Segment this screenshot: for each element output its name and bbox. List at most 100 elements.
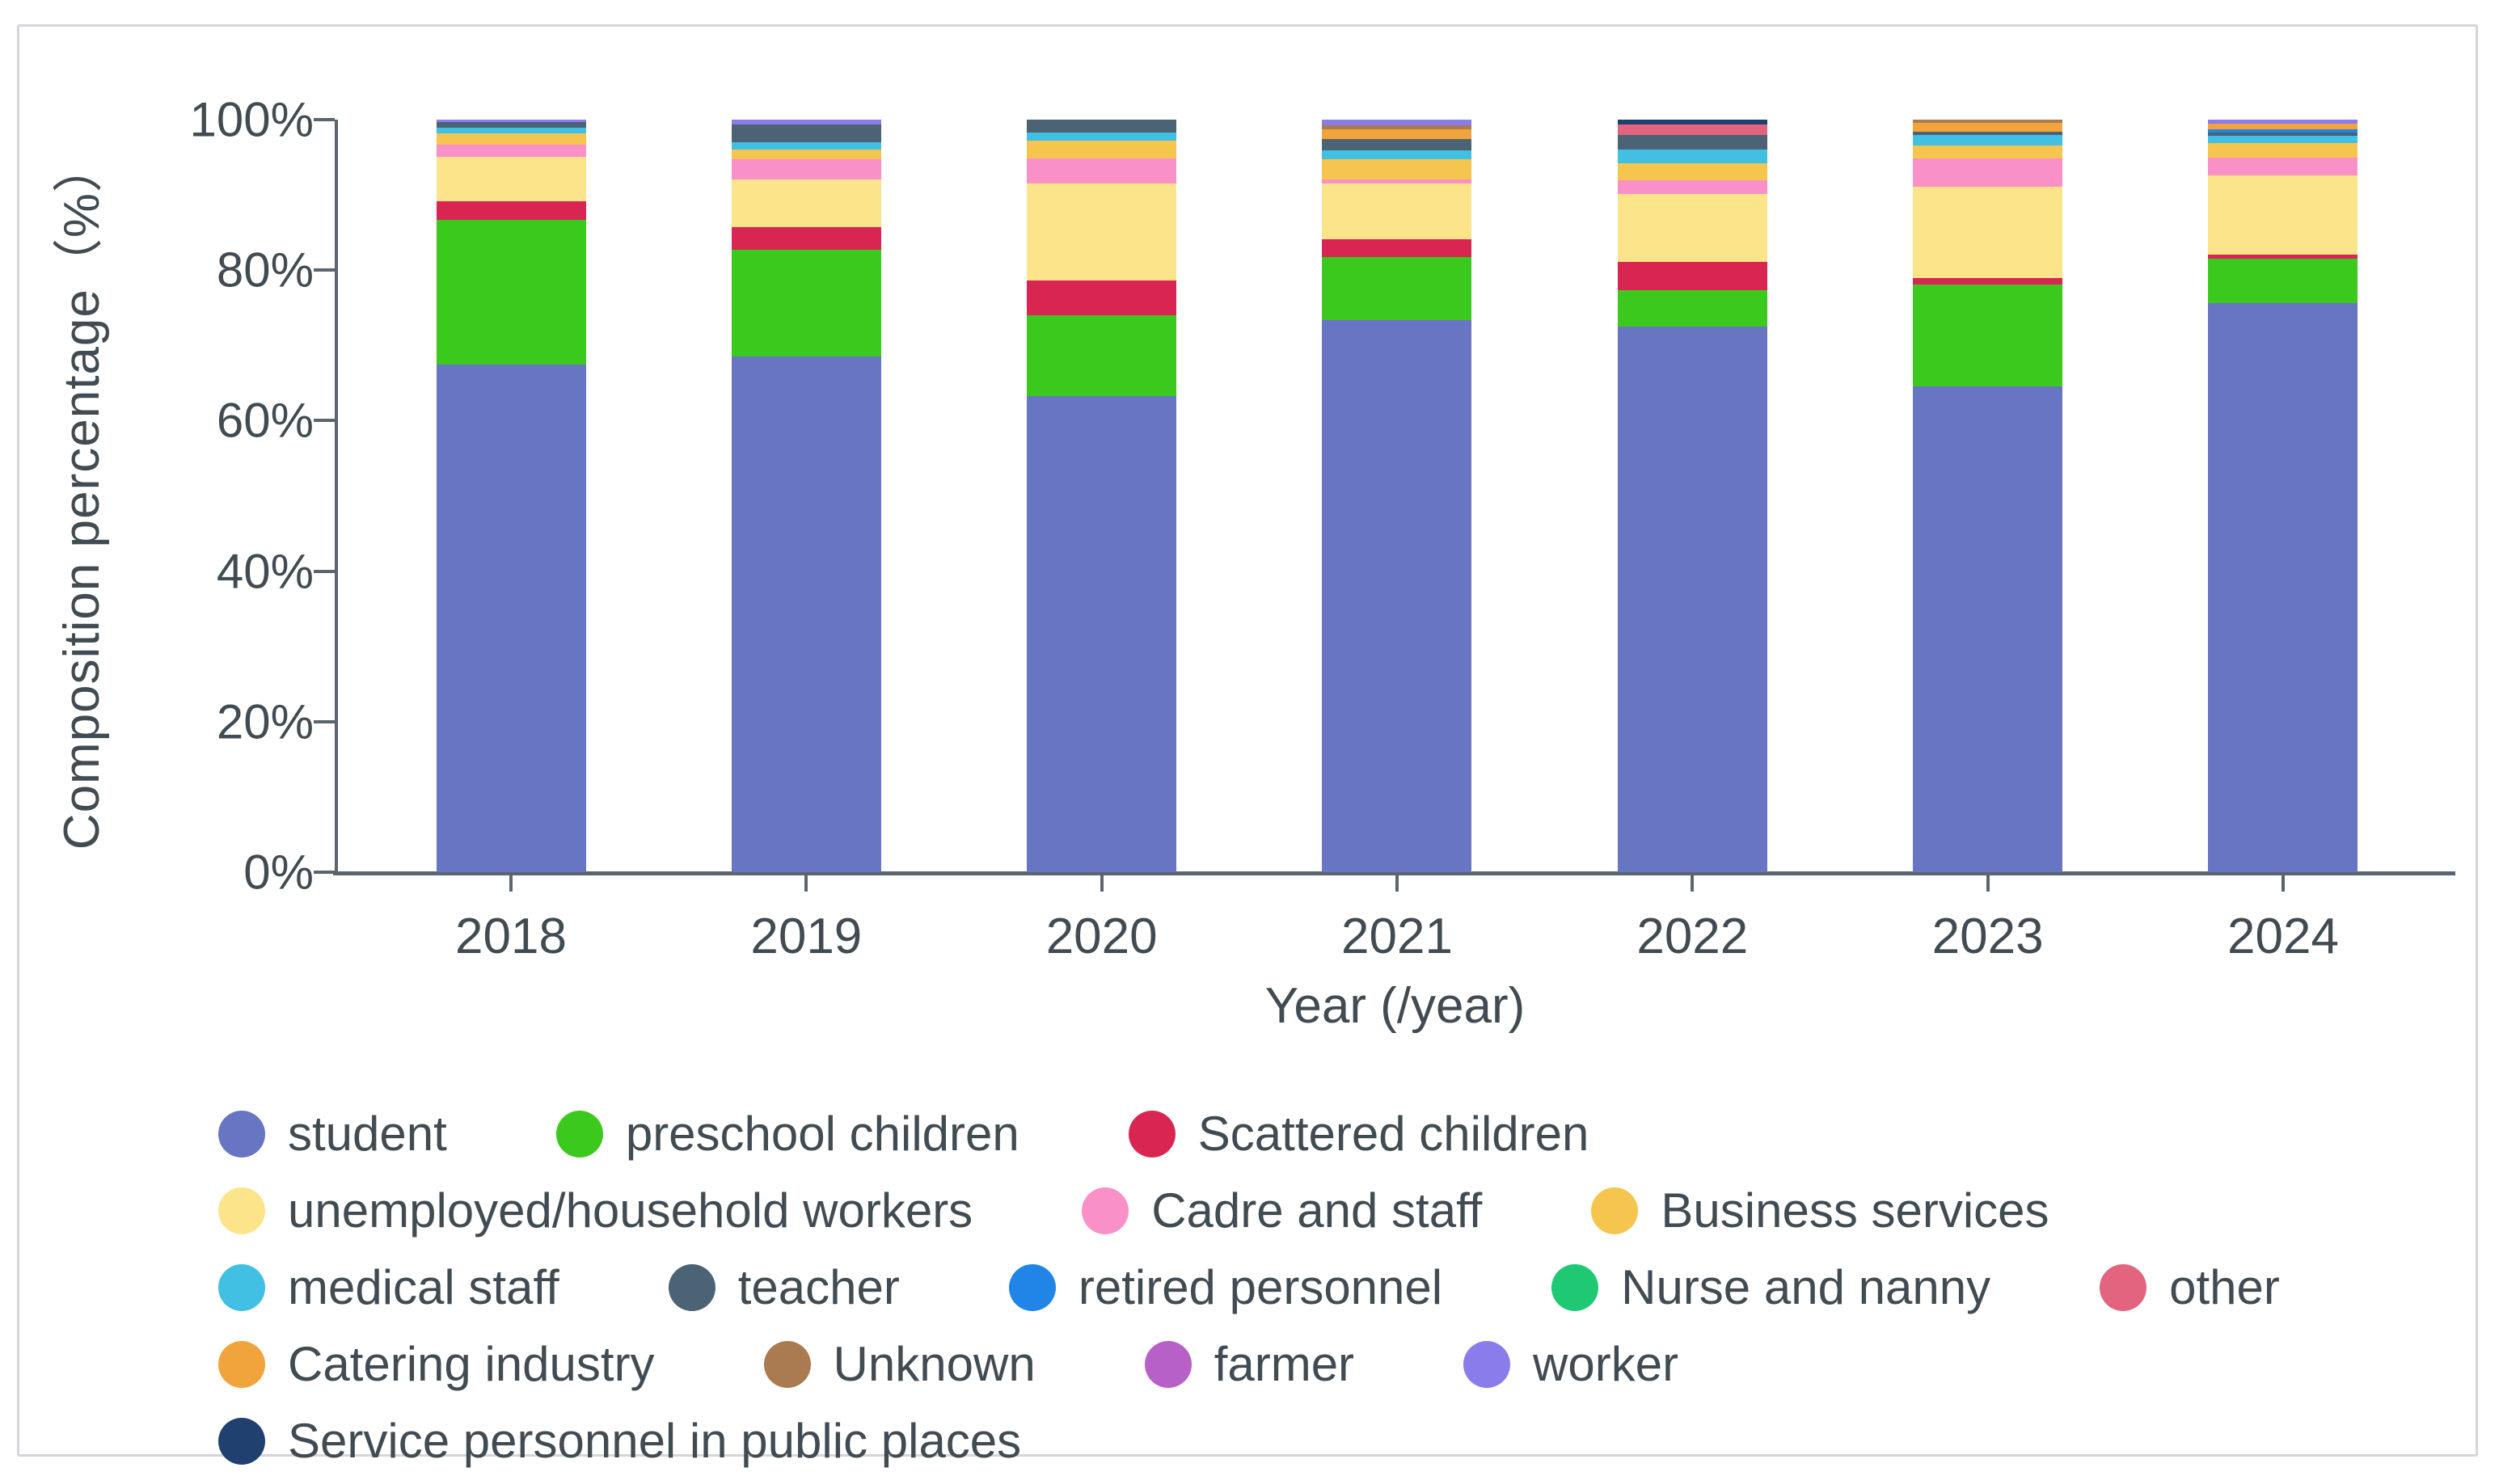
- legend-label: student: [288, 1107, 447, 1161]
- legend-row: Catering industry Unknown farmer worker: [218, 1326, 2280, 1402]
- bar-segment: [731, 179, 881, 228]
- legend-label: Catering industry: [288, 1337, 655, 1391]
- bar-segment: [2208, 135, 2358, 143]
- legend-item-cadre-and-staff[interactable]: Cadre and staff: [1082, 1183, 1482, 1238]
- x-tick-mark: [2281, 872, 2285, 892]
- legend-color-dot: [1082, 1187, 1129, 1234]
- legend-item-preschool-children[interactable]: preschool children: [555, 1106, 1019, 1162]
- bar-segment: [731, 356, 881, 872]
- legend-color-dot: [1551, 1263, 1599, 1311]
- y-tick-label: 0%: [243, 845, 314, 900]
- bar-segment: [436, 128, 586, 133]
- legend-item-unemployed-household-workers[interactable]: unemployed/household workers: [218, 1183, 973, 1238]
- legend-row: Service personnel in public places: [218, 1402, 2280, 1476]
- x-tick-mark: [1986, 872, 1990, 892]
- x-tick-label: 2018: [455, 909, 567, 964]
- bar-segment: [1027, 141, 1177, 159]
- legend-label: teacher: [737, 1260, 900, 1314]
- bar-segment: [1617, 179, 1767, 195]
- bar-segment: [1617, 327, 1767, 872]
- legend-item-service-personnel-in-public-places[interactable]: Service personnel in public places: [218, 1413, 1021, 1469]
- legend-item-unknown[interactable]: Unknown: [763, 1336, 1036, 1392]
- bar-2019: [731, 120, 881, 872]
- bar-segment: [1617, 194, 1767, 262]
- bar-segment: [731, 124, 881, 142]
- bar-segment: [1027, 280, 1177, 316]
- bar-segment: [1027, 120, 1177, 133]
- legend-label: Service personnel in public places: [288, 1414, 1022, 1468]
- legend-color-dot: [1144, 1340, 1192, 1388]
- legend-color-dot: [218, 1417, 265, 1465]
- bar-segment: [1913, 134, 2063, 145]
- y-axis-line: [335, 120, 338, 872]
- legend-label: Unknown: [833, 1337, 1036, 1391]
- legend-item-business-services[interactable]: Business services: [1591, 1183, 2049, 1238]
- x-tick-label: 2019: [750, 909, 863, 964]
- legend-color-dot: [2100, 1263, 2147, 1311]
- legend-item-medical-staff[interactable]: medical staff: [218, 1259, 559, 1315]
- bar-segment: [1322, 319, 1472, 872]
- x-tick-mark: [509, 872, 513, 892]
- bar-segment: [1617, 134, 1767, 150]
- legend-label: Scattered children: [1197, 1107, 1589, 1161]
- legend-label: Business services: [1661, 1183, 2049, 1238]
- legend-color-dot: [218, 1110, 265, 1158]
- legend-item-retired-personnel[interactable]: retired personnel: [1008, 1259, 1442, 1315]
- y-axis-title: Composition percentage（%）: [54, 141, 110, 850]
- bar-segment: [2208, 259, 2358, 304]
- bar-segment: [731, 141, 881, 150]
- bar-segment: [1322, 150, 1472, 160]
- legend-item-nurse-and-nanny[interactable]: Nurse and nanny: [1551, 1259, 1990, 1315]
- bar-segment: [1322, 124, 1472, 130]
- legend-row: student preschool children Scattered child…: [218, 1095, 2280, 1172]
- bar-segment: [731, 120, 881, 124]
- legend-item-student[interactable]: student: [218, 1106, 447, 1162]
- bar-segment: [436, 121, 586, 129]
- legend-label: Nurse and nanny: [1621, 1260, 1991, 1314]
- bar-segment: [2208, 142, 2358, 158]
- plot-area: 0% 20% 40% 60% 80% 100% 2018 2019 2020 2021 2022 20…: [190, 93, 2455, 964]
- legend-label: unemployed/household workers: [288, 1183, 973, 1238]
- bar-segment: [1322, 120, 1472, 125]
- legend-item-worker[interactable]: worker: [1463, 1336, 1678, 1392]
- bar-segment: [1322, 139, 1472, 151]
- legend-color-dot: [1128, 1110, 1176, 1158]
- y-tick-label: 20%: [216, 694, 314, 749]
- bar-segment: [1027, 158, 1177, 184]
- bar-segment: [436, 133, 586, 145]
- bar-segment: [1322, 183, 1472, 240]
- bar-segment: [1027, 183, 1177, 281]
- legend-color-dot: [218, 1340, 265, 1388]
- bar-segment: [1913, 186, 2063, 278]
- bar-segment: [1617, 163, 1767, 180]
- y-tick-mark: [314, 268, 335, 272]
- x-tick-label: 2023: [1931, 909, 2044, 964]
- bar-segment: [436, 120, 586, 122]
- x-tick-label: 2021: [1341, 909, 1453, 964]
- bar-segment: [436, 219, 586, 365]
- legend-item-scattered-children[interactable]: Scattered children: [1128, 1106, 1589, 1162]
- bar-segment: [1027, 315, 1177, 396]
- y-tick-mark: [314, 118, 335, 121]
- legend-item-farmer[interactable]: farmer: [1144, 1336, 1354, 1392]
- y-tick-mark: [314, 871, 335, 874]
- x-tick-mark: [1100, 872, 1104, 892]
- legend-item-other[interactable]: other: [2100, 1259, 2280, 1315]
- legend-item-catering-industry[interactable]: Catering industry: [218, 1336, 655, 1392]
- bar-segment: [436, 201, 586, 220]
- chart-card: Composition percentage（%） 0% 20% 40% 60% 80%…: [17, 24, 2478, 1468]
- legend-color-dot: [1591, 1187, 1639, 1234]
- bar-segment: [1617, 120, 1767, 124]
- legend-row: unemployed/household workers Cadre and st…: [218, 1172, 2280, 1249]
- bar-segment: [1322, 179, 1472, 184]
- legend-row: medical staff teacher retired personnel Nur…: [218, 1249, 2280, 1326]
- bar-segment: [731, 150, 881, 160]
- x-tick-label: 2022: [1636, 909, 1749, 964]
- legend-label: Cadre and staff: [1151, 1183, 1483, 1238]
- bar-segment: [2208, 132, 2358, 136]
- bar-segment: [1617, 124, 1767, 135]
- bar-segment: [2208, 254, 2358, 259]
- legend-color-dot: [763, 1340, 811, 1388]
- legend-item-teacher[interactable]: teacher: [668, 1259, 900, 1315]
